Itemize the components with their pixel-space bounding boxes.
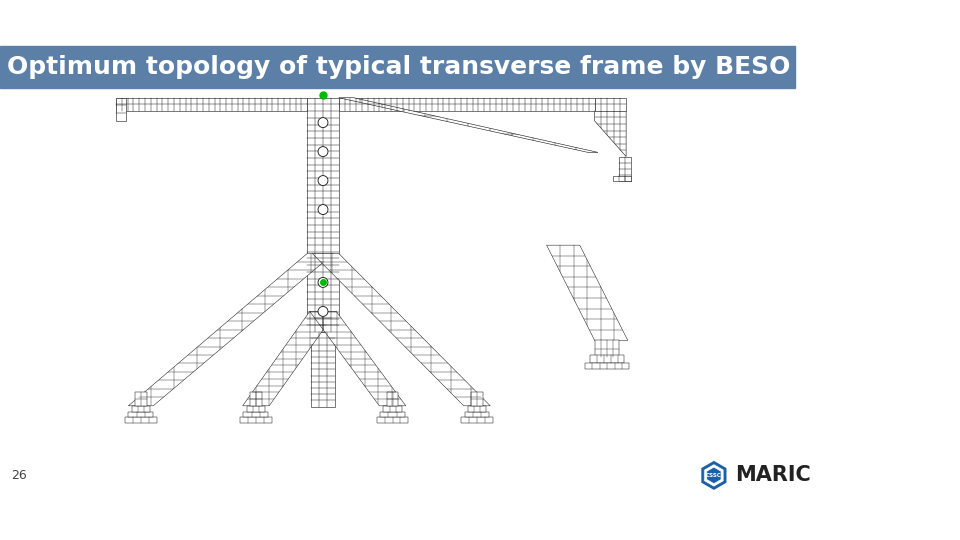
Bar <box>135 392 147 406</box>
Polygon shape <box>700 460 728 491</box>
Circle shape <box>318 118 328 127</box>
Bar <box>594 98 626 111</box>
Bar <box>589 355 624 363</box>
Bar <box>462 417 492 423</box>
Text: 26: 26 <box>12 469 27 482</box>
Bar <box>465 411 490 417</box>
Bar <box>383 406 401 411</box>
Polygon shape <box>312 253 491 406</box>
Bar <box>247 406 265 411</box>
Bar <box>339 98 594 111</box>
Bar <box>619 157 631 181</box>
Bar <box>612 176 631 181</box>
Circle shape <box>318 306 328 316</box>
Text: MARIC: MARIC <box>735 465 811 485</box>
Bar <box>244 411 269 417</box>
Bar <box>0 46 795 88</box>
Bar <box>377 417 408 423</box>
Bar <box>125 417 156 423</box>
Circle shape <box>318 205 328 214</box>
Bar <box>116 98 307 111</box>
Bar <box>129 411 154 417</box>
Polygon shape <box>594 111 626 157</box>
Text: CSSC: CSSC <box>706 473 722 478</box>
Bar <box>387 392 398 406</box>
Circle shape <box>318 278 328 287</box>
Bar <box>311 332 335 407</box>
Bar <box>116 98 126 121</box>
Polygon shape <box>707 467 721 484</box>
Bar <box>307 98 339 332</box>
Text: Optimum topology of typical transverse frame by BESO method: Optimum topology of typical transverse f… <box>7 55 907 79</box>
Bar <box>380 411 405 417</box>
Bar <box>468 406 486 411</box>
Circle shape <box>318 146 328 157</box>
Bar <box>251 392 262 406</box>
Polygon shape <box>129 253 334 406</box>
Polygon shape <box>339 98 598 152</box>
Polygon shape <box>546 245 628 340</box>
Bar <box>594 340 619 357</box>
Bar <box>132 406 150 411</box>
Circle shape <box>318 176 328 186</box>
Polygon shape <box>310 312 406 406</box>
Bar <box>585 363 630 369</box>
Polygon shape <box>704 464 724 487</box>
Polygon shape <box>243 312 336 406</box>
Bar <box>240 417 272 423</box>
Bar <box>471 392 483 406</box>
